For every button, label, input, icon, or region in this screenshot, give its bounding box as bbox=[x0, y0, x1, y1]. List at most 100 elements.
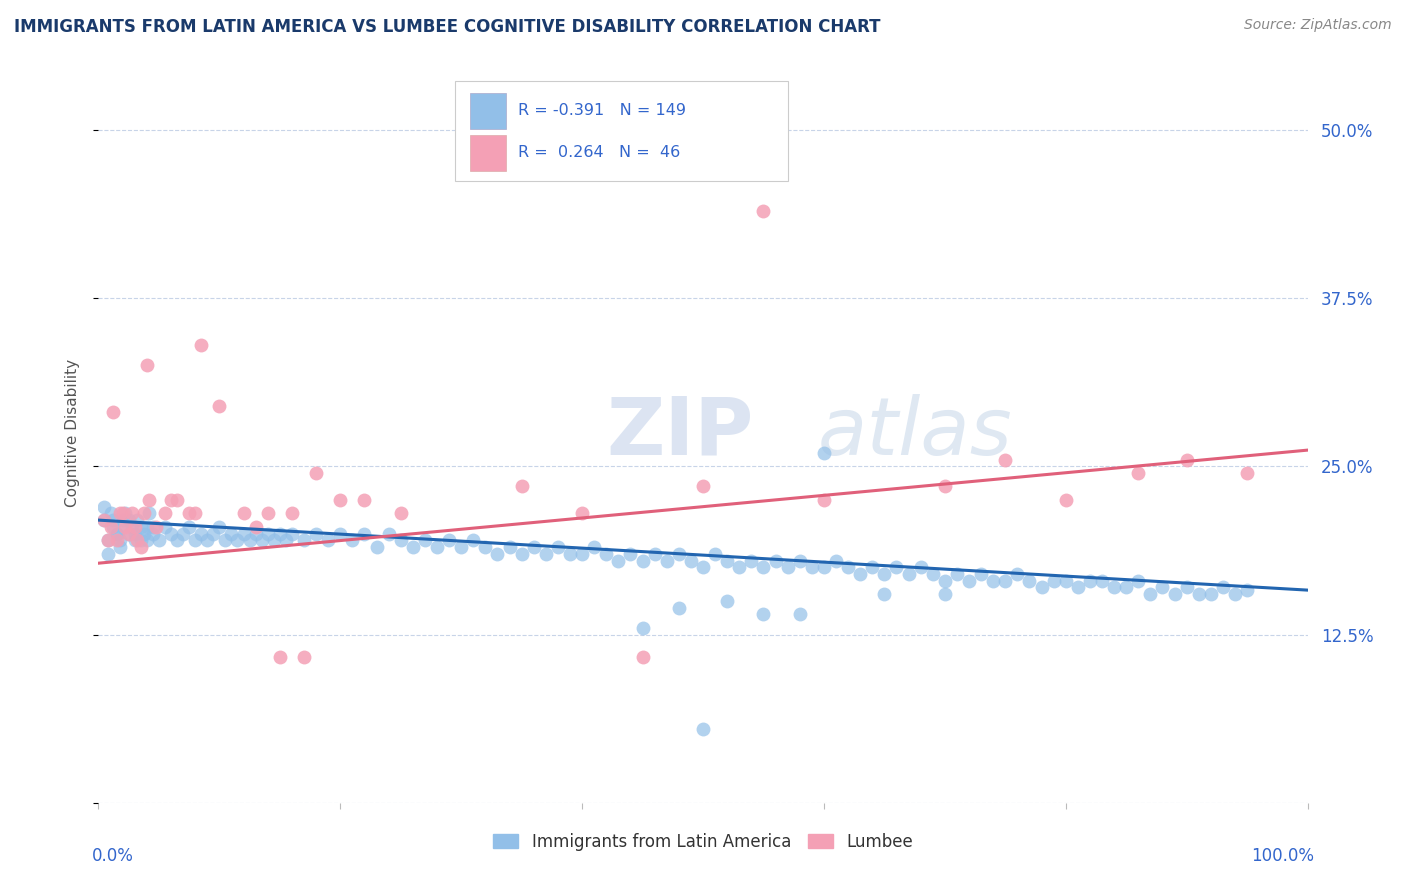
Point bbox=[101, 405, 124, 419]
Point bbox=[619, 547, 641, 561]
Point bbox=[232, 526, 254, 541]
Point bbox=[631, 553, 654, 567]
Point bbox=[366, 540, 388, 554]
Point bbox=[1067, 581, 1090, 595]
Point bbox=[134, 507, 156, 521]
Point bbox=[776, 560, 799, 574]
Point bbox=[342, 533, 364, 548]
Point bbox=[142, 520, 165, 534]
Point bbox=[789, 553, 811, 567]
Point bbox=[239, 533, 262, 548]
Point bbox=[353, 526, 375, 541]
Point bbox=[631, 650, 654, 665]
Point bbox=[184, 507, 207, 521]
Point bbox=[583, 540, 606, 554]
Point bbox=[124, 533, 146, 548]
Point bbox=[813, 492, 835, 507]
Point bbox=[1212, 581, 1234, 595]
Point bbox=[523, 540, 546, 554]
Point bbox=[153, 520, 176, 534]
Point bbox=[692, 722, 714, 736]
Point bbox=[329, 492, 352, 507]
Point bbox=[97, 547, 120, 561]
Point bbox=[498, 540, 520, 554]
Point bbox=[316, 533, 339, 548]
Point bbox=[111, 507, 134, 521]
Point bbox=[981, 574, 1004, 588]
Point bbox=[946, 566, 969, 581]
Point bbox=[142, 526, 165, 541]
Point bbox=[179, 520, 201, 534]
Point bbox=[184, 533, 207, 548]
Point bbox=[934, 479, 956, 493]
Point bbox=[100, 520, 122, 534]
Point bbox=[274, 533, 297, 548]
Point bbox=[910, 560, 932, 574]
Point bbox=[305, 466, 328, 480]
Point bbox=[752, 560, 775, 574]
Point bbox=[118, 526, 141, 541]
Text: IMMIGRANTS FROM LATIN AMERICA VS LUMBEE COGNITIVE DISABILITY CORRELATION CHART: IMMIGRANTS FROM LATIN AMERICA VS LUMBEE … bbox=[14, 18, 880, 36]
Point bbox=[957, 574, 980, 588]
Point bbox=[124, 526, 146, 541]
Point bbox=[547, 540, 569, 554]
Point bbox=[886, 560, 908, 574]
Point bbox=[534, 547, 557, 561]
Point bbox=[571, 547, 593, 561]
Point bbox=[118, 513, 141, 527]
Point bbox=[134, 526, 156, 541]
Point bbox=[124, 520, 146, 534]
Point bbox=[692, 560, 714, 574]
Point bbox=[921, 566, 943, 581]
Point bbox=[1128, 466, 1150, 480]
Point bbox=[108, 540, 131, 554]
Point bbox=[292, 650, 315, 665]
Point bbox=[413, 533, 436, 548]
Point bbox=[353, 492, 375, 507]
Point bbox=[1007, 566, 1029, 581]
Point bbox=[202, 526, 225, 541]
Point bbox=[305, 526, 328, 541]
Point bbox=[97, 533, 120, 548]
Point bbox=[114, 507, 136, 521]
Point bbox=[250, 533, 273, 548]
Point bbox=[1152, 581, 1174, 595]
Point bbox=[93, 500, 115, 514]
Point bbox=[607, 553, 630, 567]
Point bbox=[704, 547, 727, 561]
Point bbox=[994, 574, 1017, 588]
Point bbox=[873, 566, 896, 581]
Point bbox=[190, 338, 212, 352]
Point bbox=[1078, 574, 1101, 588]
FancyBboxPatch shape bbox=[456, 81, 787, 181]
Point bbox=[129, 520, 152, 534]
Point bbox=[153, 507, 176, 521]
Point bbox=[813, 560, 835, 574]
Point bbox=[256, 507, 278, 521]
Point bbox=[873, 587, 896, 601]
Point bbox=[129, 533, 152, 548]
Point bbox=[1175, 581, 1198, 595]
Bar bbox=[470, 93, 506, 128]
Point bbox=[127, 513, 149, 527]
Point bbox=[160, 492, 183, 507]
Point bbox=[101, 520, 124, 534]
Point bbox=[377, 526, 399, 541]
Point bbox=[166, 492, 188, 507]
Point bbox=[111, 513, 134, 527]
Point bbox=[172, 526, 194, 541]
Point bbox=[631, 621, 654, 635]
Point bbox=[389, 507, 412, 521]
Point bbox=[934, 587, 956, 601]
Point bbox=[208, 399, 231, 413]
Text: 100.0%: 100.0% bbox=[1250, 847, 1313, 865]
Text: R = -0.391   N = 149: R = -0.391 N = 149 bbox=[517, 103, 686, 119]
Y-axis label: Cognitive Disability: Cognitive Disability bbox=[65, 359, 80, 507]
Point bbox=[474, 540, 496, 554]
Point bbox=[728, 560, 751, 574]
Point bbox=[148, 533, 170, 548]
Point bbox=[668, 600, 690, 615]
Point bbox=[450, 540, 472, 554]
Point bbox=[101, 513, 124, 527]
Point bbox=[232, 507, 254, 521]
